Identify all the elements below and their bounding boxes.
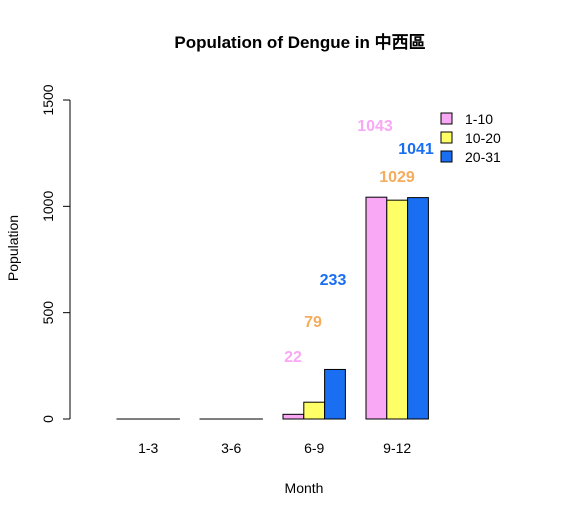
- data-label: 1043: [357, 118, 393, 135]
- x-tick-label: 6-9: [304, 440, 324, 456]
- data-label: 1041: [398, 141, 434, 158]
- data-label: 1029: [379, 169, 415, 186]
- legend-label: 20-31: [465, 149, 501, 165]
- legend-label: 1-10: [465, 111, 493, 127]
- bars: [116, 196, 429, 420]
- bar-10-20-6-9: [303, 401, 326, 420]
- y-tick-label: 500: [40, 301, 56, 325]
- bar-20-31-9-12: [407, 197, 429, 420]
- y-tick-label: 0: [40, 415, 56, 423]
- x-tick-label: 3-6: [221, 440, 241, 456]
- legend: 1-10 10-20 20-31: [440, 111, 501, 165]
- chart-title: Population of Dengue in 中西區: [174, 32, 425, 52]
- x-tick-label: 9-12: [383, 440, 411, 456]
- legend-swatch: [440, 131, 453, 144]
- y-axis-label: Population: [5, 215, 21, 281]
- bar-10-20-9-12: [386, 199, 409, 420]
- bar-20-31-6-9: [324, 368, 346, 420]
- y-tick-label: 1000: [40, 191, 56, 222]
- y-axis: 0 500 1000 1500: [40, 84, 71, 423]
- data-labels: 22 79 233 1043 1029 1041: [284, 118, 434, 366]
- legend-swatch: [440, 112, 453, 125]
- legend-swatch: [440, 150, 453, 163]
- legend-label: 10-20: [465, 130, 501, 146]
- bar-1-10-9-12: [365, 196, 388, 420]
- data-label: 233: [320, 272, 347, 289]
- data-label: 79: [304, 314, 322, 331]
- y-tick-label: 1500: [40, 84, 56, 115]
- x-tick-label: 1-3: [138, 440, 158, 456]
- x-axis-label: Month: [285, 480, 324, 496]
- bar-1-10-6-9: [282, 413, 305, 420]
- x-axis-ticks: 1-3 3-6 6-9 9-12: [138, 440, 411, 456]
- data-label: 22: [284, 349, 302, 366]
